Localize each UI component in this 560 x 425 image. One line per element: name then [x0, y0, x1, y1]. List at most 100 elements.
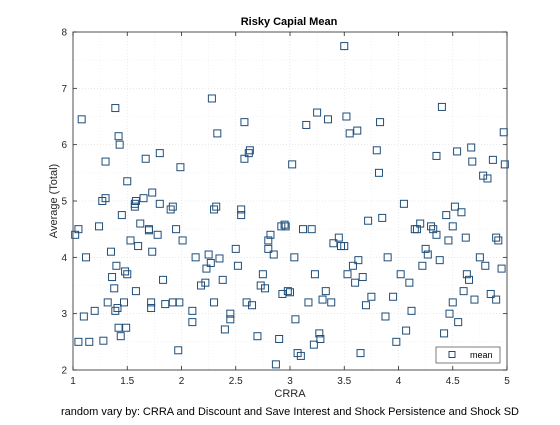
data-point	[283, 287, 292, 296]
data-point	[392, 337, 401, 346]
chart-caption: random vary by: CRRA and Discount and Sa…	[61, 406, 519, 418]
data-point	[210, 205, 219, 214]
data-point	[271, 360, 280, 369]
chart-title: Risky Capial Mean	[241, 16, 338, 28]
data-point	[378, 213, 387, 222]
data-point	[248, 301, 257, 310]
data-point	[396, 270, 405, 279]
data-point	[244, 149, 253, 158]
data-point	[147, 298, 156, 307]
data-point	[423, 250, 432, 259]
axis-ticks: 1 1.5 2 2.5 3 3.5 4 4.5 5 2 3 4 5 6 7 8	[61, 28, 510, 388]
data-point	[313, 108, 322, 117]
data-point	[74, 225, 83, 234]
data-point	[256, 281, 265, 290]
data-point	[275, 335, 284, 344]
data-point	[444, 236, 453, 245]
data-point	[119, 298, 128, 307]
data-point	[442, 211, 451, 220]
data-point	[111, 306, 120, 315]
x-tick-label: 1.5	[120, 376, 134, 387]
data-point	[266, 230, 275, 239]
data-point	[488, 155, 497, 164]
data-point	[131, 197, 140, 205]
data-point	[114, 323, 123, 332]
data-point	[364, 216, 373, 225]
data-point	[286, 288, 294, 297]
data-point	[168, 202, 177, 211]
data-point	[116, 332, 125, 341]
data-point	[432, 151, 441, 160]
data-point	[134, 242, 143, 251]
data-point	[358, 273, 367, 282]
data-point	[123, 270, 132, 279]
data-point	[112, 261, 121, 270]
data-point	[405, 278, 414, 287]
data-point	[220, 325, 229, 334]
data-point	[237, 211, 246, 220]
data-point	[74, 337, 83, 346]
data-point	[155, 199, 164, 208]
data-point	[492, 233, 501, 242]
data-point	[448, 222, 457, 231]
data-point	[307, 225, 316, 234]
y-tick-label: 5	[61, 197, 67, 208]
data-point	[457, 208, 466, 217]
data-point	[494, 236, 503, 245]
data-point	[475, 253, 484, 262]
data-point	[467, 143, 476, 152]
data-point	[176, 163, 185, 172]
data-point	[291, 315, 300, 324]
data-point	[372, 146, 381, 155]
data-point	[302, 120, 311, 129]
data-point	[136, 219, 145, 228]
data-point	[103, 298, 112, 307]
x-tick-label: 1	[70, 376, 76, 387]
data-point	[121, 267, 130, 276]
data-point	[342, 112, 351, 121]
data-point	[110, 284, 119, 293]
data-point	[99, 336, 108, 345]
data-point	[101, 194, 110, 203]
data-point	[481, 261, 490, 270]
data-point	[218, 275, 227, 284]
data-point	[453, 147, 462, 156]
x-tick-label: 2.5	[229, 376, 243, 387]
data-point	[101, 157, 110, 166]
y-tick-label: 8	[61, 28, 67, 39]
data-point	[131, 287, 140, 296]
data-point	[161, 300, 170, 309]
data-point	[318, 295, 327, 304]
data-point	[323, 115, 332, 124]
data-point	[168, 298, 177, 307]
data-point	[299, 225, 308, 234]
data-point	[240, 118, 249, 127]
data-point	[304, 298, 313, 307]
data-point	[345, 129, 354, 138]
data-point	[242, 298, 251, 307]
x-tick-label: 3	[287, 376, 293, 387]
data-point	[231, 244, 240, 253]
data-point	[204, 250, 213, 259]
data-point	[172, 225, 181, 234]
data-point	[197, 281, 206, 290]
legend-label: mean	[470, 350, 493, 360]
y-axis-label: Average (Total)	[48, 164, 60, 238]
data-point	[233, 261, 242, 270]
data-point	[202, 264, 211, 273]
data-point	[111, 104, 120, 113]
data-point	[492, 295, 501, 304]
data-point	[356, 349, 365, 358]
data-point	[79, 312, 88, 321]
data-point	[479, 171, 488, 180]
data-point	[315, 329, 324, 338]
data-point	[130, 202, 139, 211]
x-axis-label: CRRA	[274, 388, 306, 400]
data-point	[399, 199, 408, 208]
data-point	[108, 273, 117, 282]
data-point	[280, 220, 289, 229]
data-point	[440, 329, 449, 338]
data-point	[329, 239, 338, 248]
data-point	[416, 219, 425, 228]
